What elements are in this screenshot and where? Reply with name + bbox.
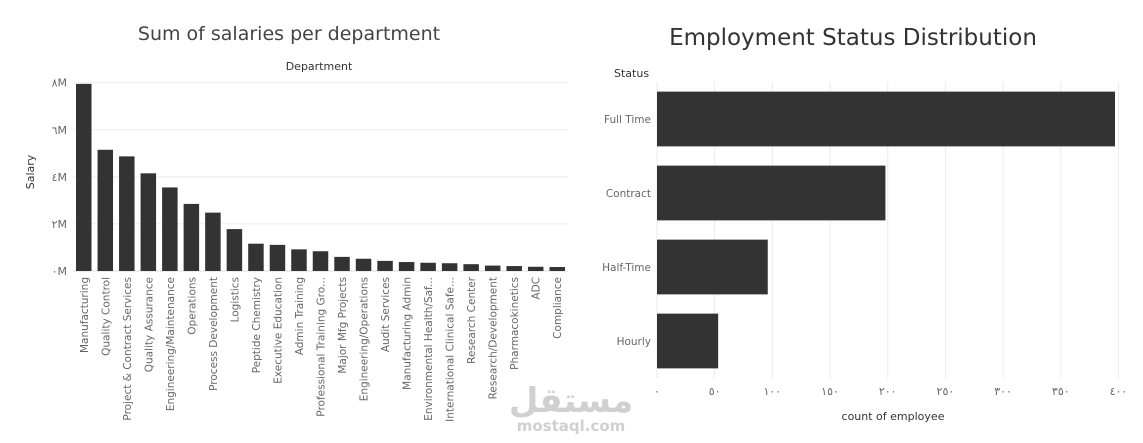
department-tick-label: Pharmacokinetics (509, 277, 521, 370)
salary-tick-label: ٦M (52, 124, 67, 137)
salary-bar[interactable] (527, 266, 544, 271)
salary-bar[interactable] (463, 264, 479, 271)
status-row-header: Status (614, 67, 649, 80)
department-tick-label: Engineering/Operations (359, 277, 371, 401)
salary-tick-label: ٨M (52, 77, 67, 90)
salary-bar[interactable] (226, 229, 243, 271)
count-tick-label: ٥٠ (709, 385, 721, 398)
employment-status-chart: Employment Status Distribution Status co… (602, 25, 1127, 423)
salary-bar[interactable] (291, 249, 307, 271)
status-bar[interactable] (657, 313, 719, 369)
salary-chart: Sum of salaries per department Departmen… (24, 23, 568, 422)
count-tick-label: ٣٠٠ (994, 385, 1012, 398)
department-tick-label: Quality Assurance (143, 277, 155, 372)
department-tick-label: Research Center (466, 276, 478, 364)
salary-bar[interactable] (312, 251, 329, 271)
status-tick-label: Full Time (604, 114, 651, 126)
department-tick-label: Manufacturing Admin (402, 277, 414, 390)
department-tick-label: Operations (186, 277, 198, 335)
salary-bar[interactable] (355, 258, 372, 271)
salary-bar[interactable] (484, 265, 501, 271)
department-tick-label: Quality Control (100, 277, 112, 356)
salary-bar[interactable] (549, 266, 565, 271)
status-bar[interactable] (657, 91, 1116, 147)
salary-tick-label: ٢M (52, 218, 67, 231)
salary-bar[interactable] (420, 262, 436, 271)
salary-tick-label: ٤M (52, 171, 67, 184)
salary-bar[interactable] (119, 156, 135, 271)
salary-bar[interactable] (140, 173, 157, 271)
department-tick-label: Compliance (552, 277, 564, 339)
count-tick-label: ٢٠٠ (879, 385, 897, 398)
department-tick-label: Logistics (229, 277, 241, 322)
status-tick-label: Half-Time (602, 262, 651, 274)
status-tick-label: Contract (606, 188, 651, 200)
salary-tick-label: ٠M (52, 265, 67, 278)
department-tick-label: Admin Training (294, 277, 306, 355)
salary-bar[interactable] (205, 212, 221, 271)
department-tick-label: International Clinical Safe... (445, 277, 457, 422)
count-tick-label: ١٥٠ (821, 385, 839, 398)
department-column-header: Department (286, 60, 353, 73)
department-tick-label: Audit Services (380, 277, 392, 352)
department-tick-label: Research/Development (488, 277, 500, 399)
count-tick-label: ١٠٠ (763, 385, 781, 398)
salary-bar[interactable] (398, 262, 415, 271)
department-tick-label: Environmental Health/Saf... (423, 277, 435, 421)
salary-bar[interactable] (377, 260, 393, 271)
department-tick-label: Manufacturing (79, 277, 91, 353)
department-tick-label: Engineering/Maintenance (165, 277, 177, 411)
salary-bar[interactable] (269, 244, 286, 271)
department-tick-label: Project & Contract Services (122, 277, 134, 421)
status-bar[interactable] (657, 239, 768, 295)
employment-chart-title: Employment Status Distribution (669, 25, 1037, 51)
mostaql-watermark: مستقل mostaql.com (509, 381, 633, 435)
watermark-latin: mostaql.com (517, 417, 626, 435)
count-tick-label: ٤٠٠ (1110, 385, 1128, 398)
status-tick-label: Hourly (617, 336, 651, 348)
count-tick-label: ٢٥٠ (937, 385, 955, 398)
department-tick-label: Executive Education (272, 277, 284, 384)
salary-bar[interactable] (248, 243, 264, 271)
salary-bar[interactable] (506, 266, 522, 271)
department-tick-label: Major Mfg Projects (337, 277, 349, 374)
salary-bar[interactable] (162, 187, 178, 271)
salary-chart-title: Sum of salaries per department (138, 23, 440, 45)
department-tick-label: Process Development (208, 277, 220, 391)
salary-bar[interactable] (76, 83, 92, 271)
department-tick-label: Peptide Chemistry (251, 277, 263, 373)
count-tick-label: ٠ (654, 385, 660, 398)
salary-bar[interactable] (441, 263, 458, 271)
count-axis-title[interactable]: count of employee (842, 410, 945, 423)
status-bar[interactable] (657, 165, 886, 221)
department-tick-label: ADC (531, 277, 543, 300)
salary-axis-title[interactable]: Salary (24, 154, 37, 189)
salary-bar[interactable] (334, 256, 350, 271)
department-tick-label: Professional Training Gro... (316, 277, 328, 417)
salary-bar[interactable] (183, 203, 200, 271)
watermark-arabic: مستقل (509, 381, 633, 421)
count-tick-label: ٣٥٠ (1052, 385, 1070, 398)
salary-bar[interactable] (97, 149, 114, 271)
